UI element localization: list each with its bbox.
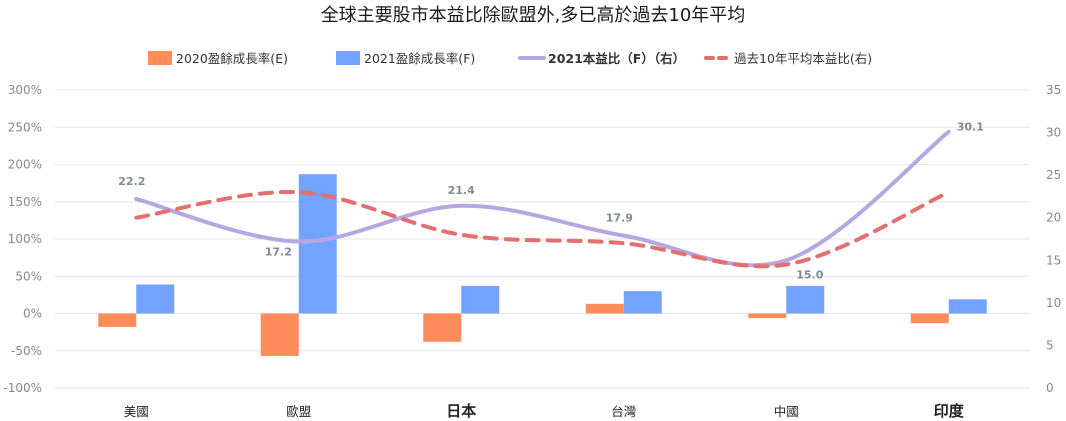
right-tick-label: 10: [1046, 296, 1061, 310]
right-tick-label: 15: [1046, 253, 1061, 267]
data-label: 21.4: [448, 184, 475, 197]
data-label: 22.2: [118, 175, 145, 188]
legend-label: 2021盈餘成長率(F): [364, 51, 475, 66]
left-tick-label: 200%: [8, 158, 42, 172]
legend: 2020盈餘成長率(E) 2021盈餘成長率(F) 2021本益比（F）（右） 過去1…: [148, 51, 872, 66]
right-tick-label: 25: [1046, 168, 1061, 182]
lines: 22.2 17.2 21.4 17.9 15.0 30.1: [118, 121, 984, 282]
right-tick-label: 20: [1046, 211, 1061, 225]
left-tick-label: -50%: [11, 344, 42, 358]
right-tick-label: 30: [1046, 126, 1061, 140]
legend-label: 2021本益比（F）（右）: [548, 51, 685, 66]
legend-label: 2020盈餘成長率(E): [176, 51, 288, 66]
pe-2021-line: [134, 129, 951, 268]
data-label: 30.1: [957, 121, 984, 134]
bar-1: [748, 313, 787, 318]
data-label: 15.0: [796, 268, 823, 281]
category-label: 中國: [774, 404, 799, 419]
right-tick-label: 0: [1046, 381, 1054, 395]
category-label: 印度: [934, 402, 965, 420]
bar-2: [136, 284, 175, 314]
avg-pe-line: [134, 189, 951, 269]
legend-swatch: [148, 51, 172, 65]
left-tick-label: 250%: [8, 120, 42, 134]
data-label: 17.9: [606, 212, 633, 225]
right-tick-label: 35: [1046, 83, 1061, 97]
left-axis: -100% -50% 0% 50% 100% 150% 200% 250% 300%: [3, 83, 42, 395]
bar-1: [260, 313, 299, 356]
category-label: 台灣: [611, 404, 636, 419]
bar-2: [623, 291, 662, 314]
category-labels: 美國 歐盟 日本 台灣 中國 印度: [124, 402, 965, 420]
left-tick-label: 100%: [8, 232, 42, 246]
category-label: 美國: [124, 404, 149, 419]
bar-2: [948, 299, 987, 314]
data-label: 17.2: [265, 246, 292, 259]
gridlines: [55, 89, 1030, 389]
bar-1: [98, 313, 137, 327]
left-tick-label: -100%: [3, 381, 42, 395]
bar-1: [423, 313, 462, 342]
legend-swatch: [336, 51, 360, 65]
right-tick-label: 5: [1046, 338, 1054, 352]
bar-2: [461, 285, 500, 314]
category-label: 歐盟: [286, 404, 311, 419]
bar-1: [910, 313, 949, 324]
legend-label: 過去10年平均本益比(右): [734, 51, 872, 66]
left-tick-label: 0%: [23, 307, 42, 321]
bars: [98, 174, 987, 356]
left-tick-label: 50%: [15, 269, 42, 283]
chart-title: 全球主要股市本益比除歐盟外,多已高於過去10年平均: [321, 5, 746, 26]
bar-1: [585, 303, 624, 314]
left-tick-label: 150%: [8, 195, 42, 209]
category-label: 日本: [446, 402, 476, 420]
bar-2: [786, 285, 825, 314]
left-tick-label: 300%: [8, 83, 42, 97]
right-axis: 0 5 10 15 20 25 30 35: [1046, 83, 1061, 395]
